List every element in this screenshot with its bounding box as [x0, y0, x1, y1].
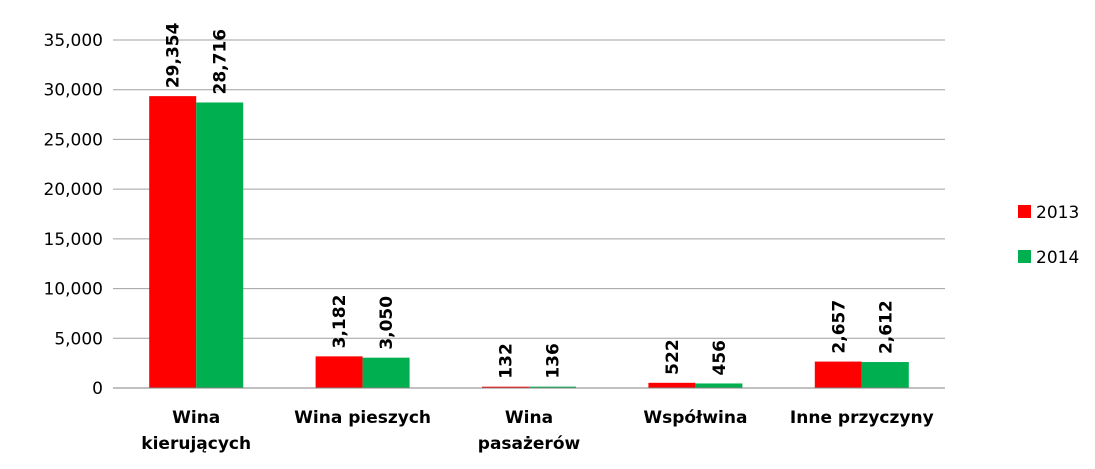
value-label: 3,050	[377, 296, 397, 350]
legend-swatch	[1018, 250, 1031, 263]
value-label: 28,716	[211, 29, 231, 95]
bar	[315, 356, 363, 388]
legend-label: 2014	[1036, 248, 1079, 268]
bar	[196, 102, 244, 389]
bar	[648, 382, 696, 388]
x-tick-label: Wina kierujących	[141, 408, 251, 454]
value-label: 29,354	[164, 22, 184, 88]
x-tick-label: Współwina	[643, 408, 747, 428]
value-label: 2,612	[876, 300, 896, 354]
bar	[362, 357, 410, 388]
bar	[149, 96, 197, 388]
legend-label: 2013	[1036, 203, 1079, 223]
value-label: 3,182	[330, 295, 350, 349]
bar	[529, 386, 576, 388]
value-label: 136	[544, 343, 564, 379]
bar	[482, 386, 529, 388]
y-tick-label: 15,000	[44, 230, 103, 250]
value-label: 2,657	[829, 300, 849, 354]
y-tick-label: 30,000	[44, 81, 103, 101]
y-tick-label: 35,000	[44, 31, 103, 51]
x-tick-label: Wina pieszych	[294, 408, 431, 428]
y-tick-label: 0	[92, 379, 103, 399]
value-label: 522	[663, 339, 683, 375]
y-tick-label: 20,000	[44, 180, 103, 200]
bar	[695, 383, 743, 388]
x-tick-label: Inne przyczyny	[790, 408, 934, 428]
bar	[814, 361, 862, 388]
x-tick-label: Wina pasażerów	[478, 408, 581, 454]
legend-swatch	[1018, 205, 1031, 218]
value-label: 132	[497, 343, 517, 379]
y-tick-label: 5,000	[54, 329, 103, 349]
y-tick-label: 25,000	[44, 130, 103, 150]
bar	[861, 362, 909, 388]
y-tick-label: 10,000	[44, 280, 103, 300]
value-label: 456	[710, 340, 730, 376]
